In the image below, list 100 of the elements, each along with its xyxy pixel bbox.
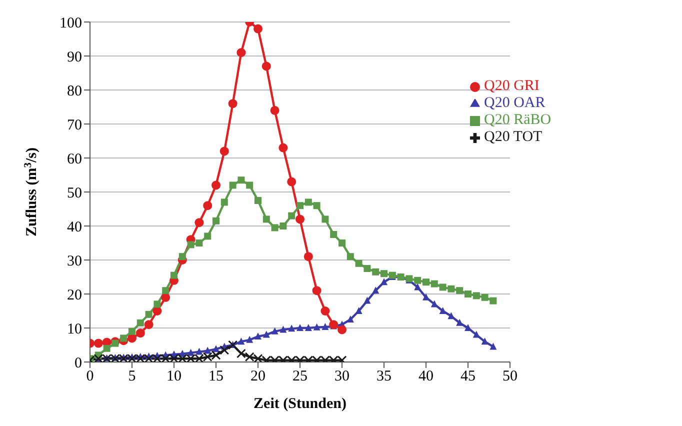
x-tick-label: 45 xyxy=(460,368,476,385)
point xyxy=(372,286,380,294)
point xyxy=(271,327,278,334)
point xyxy=(270,106,280,115)
point xyxy=(178,253,186,260)
point xyxy=(472,292,480,300)
point xyxy=(313,202,320,210)
point xyxy=(322,322,329,330)
y-tick-label: 10 xyxy=(67,321,82,338)
point xyxy=(145,310,152,318)
point xyxy=(228,99,238,108)
point xyxy=(280,222,287,230)
y-tick-label: 30 xyxy=(67,253,82,270)
point xyxy=(288,324,296,332)
point xyxy=(296,324,304,331)
point xyxy=(330,231,338,238)
point xyxy=(364,296,371,304)
point xyxy=(271,224,278,232)
point xyxy=(162,287,170,294)
point xyxy=(246,336,254,343)
y-tick-label: 90 xyxy=(67,49,82,66)
point xyxy=(338,240,346,246)
point xyxy=(254,24,262,34)
point xyxy=(212,345,220,352)
point xyxy=(238,338,245,345)
point xyxy=(481,338,488,345)
x-tick-label: 20 xyxy=(250,368,266,385)
x-tick-label: 5 xyxy=(128,368,136,385)
point xyxy=(280,326,287,333)
point xyxy=(187,241,194,248)
point xyxy=(380,270,388,278)
point xyxy=(238,176,245,184)
point xyxy=(204,346,212,354)
x-tick-label: 25 xyxy=(292,368,308,385)
point xyxy=(212,217,220,224)
point xyxy=(254,332,262,340)
point xyxy=(254,197,262,204)
point xyxy=(414,276,422,284)
point xyxy=(103,344,110,352)
point xyxy=(288,212,296,220)
x-tick-label: 40 xyxy=(418,368,434,385)
point xyxy=(439,284,446,291)
y-tick-label: 20 xyxy=(67,287,82,304)
point xyxy=(152,306,162,316)
y-tick-label: 0 xyxy=(74,355,82,372)
point xyxy=(380,278,388,286)
point xyxy=(313,323,320,330)
point xyxy=(346,316,354,322)
point xyxy=(448,285,455,292)
point xyxy=(287,177,296,186)
point xyxy=(355,260,362,267)
y-tick-label: 80 xyxy=(67,83,82,100)
point xyxy=(229,182,236,189)
point xyxy=(472,330,480,338)
y-tick-label: 100 xyxy=(60,15,82,32)
x-tick-label: 35 xyxy=(376,368,392,385)
legend-label: Q20 TOT xyxy=(484,129,542,145)
point xyxy=(312,286,322,296)
point xyxy=(196,348,203,355)
point xyxy=(296,214,304,224)
x-tick-label: 10 xyxy=(166,368,182,385)
legend-label: Q20 OAR xyxy=(484,95,546,111)
point xyxy=(355,307,362,314)
point xyxy=(236,48,246,58)
point xyxy=(456,318,464,326)
y-tick-label: 60 xyxy=(67,151,82,168)
point xyxy=(112,340,119,347)
y-tick-label: 40 xyxy=(67,219,82,236)
point xyxy=(262,62,271,71)
point xyxy=(464,290,472,298)
point xyxy=(262,216,270,223)
x-tick-label: 30 xyxy=(334,368,350,385)
point xyxy=(220,198,228,206)
point xyxy=(490,342,497,350)
point xyxy=(94,338,103,348)
point xyxy=(296,202,304,210)
point xyxy=(422,278,430,286)
point xyxy=(196,240,203,246)
point xyxy=(128,328,136,335)
point xyxy=(194,218,204,228)
point xyxy=(439,307,446,314)
point xyxy=(220,146,229,156)
x-tick-label: 15 xyxy=(208,368,224,385)
point xyxy=(490,297,497,304)
point xyxy=(372,268,380,276)
y-tick-label: 70 xyxy=(67,117,82,134)
point xyxy=(481,294,488,301)
point xyxy=(154,300,161,308)
point xyxy=(144,320,154,330)
point xyxy=(346,253,354,260)
point xyxy=(448,312,455,320)
point xyxy=(322,216,329,223)
point xyxy=(430,280,438,288)
point xyxy=(304,324,312,331)
point xyxy=(262,330,270,338)
point xyxy=(338,325,346,334)
point xyxy=(320,306,330,316)
point xyxy=(414,283,422,290)
point xyxy=(120,334,128,342)
point xyxy=(278,143,288,152)
